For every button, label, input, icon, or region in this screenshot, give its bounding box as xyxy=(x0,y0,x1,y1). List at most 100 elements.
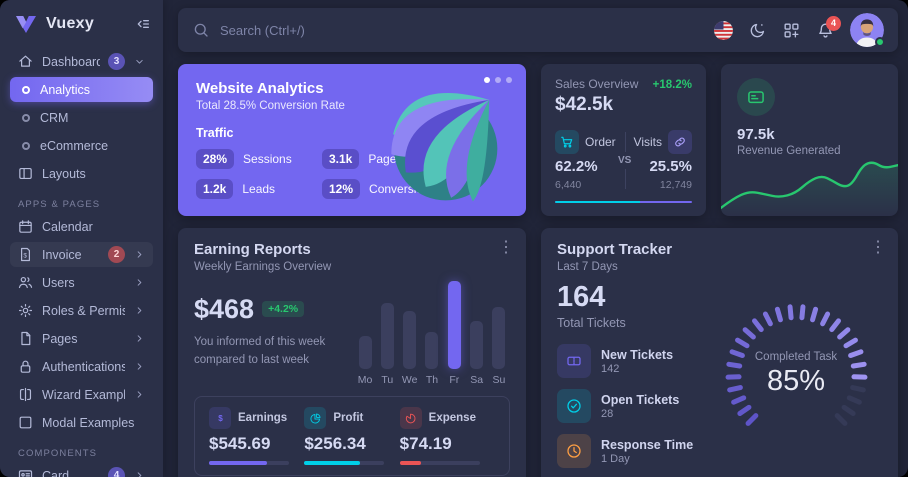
gauge-tick xyxy=(850,373,868,380)
check-circle-icon xyxy=(557,389,591,423)
kebab-menu-icon[interactable]: ⋮ xyxy=(498,239,514,256)
breakdown-label: Profit xyxy=(333,412,364,424)
card-icon xyxy=(17,467,34,477)
weekly-earnings-bar-chart: Mo Tu We Th Fr Sa Su xyxy=(344,277,510,386)
support-stat-new-tickets: New Tickets 142 xyxy=(557,344,707,378)
ticket-stats-list: New Tickets 142 Open Tickets 28 Response Tim… xyxy=(557,344,707,468)
language-flag-icon[interactable] xyxy=(714,20,733,40)
theme-moon-icon[interactable] xyxy=(748,21,767,40)
bar xyxy=(447,281,461,369)
sidebar-collapse-icon[interactable] xyxy=(135,16,151,32)
search-icon xyxy=(194,23,208,37)
sidebar-item-label: Wizard Examples xyxy=(42,387,125,402)
sidebar-item-pages[interactable]: Pages xyxy=(10,326,153,351)
sidebar-item-ecommerce[interactable]: eCommerce xyxy=(10,133,153,158)
bar xyxy=(403,310,417,369)
sidebar-section-components: COMPONENTS xyxy=(18,448,98,459)
sidebar: Vuexy Dashboard 3 Analytics CRM eCommerce Lay… xyxy=(0,0,163,477)
sales-total: $42.5k xyxy=(555,94,614,115)
sidebar-item-calendar[interactable]: Calendar xyxy=(10,214,153,239)
bullet-icon xyxy=(22,141,30,150)
bar-we: We xyxy=(402,281,417,386)
bar xyxy=(492,307,506,369)
stat-value: 28% xyxy=(196,149,235,169)
sidebar-item-label: Modal Examples xyxy=(42,415,135,430)
bar-th: Th xyxy=(425,281,439,386)
breakdown-value: $74.19 xyxy=(399,434,452,453)
order-stat: Order 62.2% 6,440 xyxy=(555,130,616,191)
credit-card-icon xyxy=(737,78,775,116)
stat-value: 3.1k xyxy=(322,149,360,169)
svg-text:$: $ xyxy=(23,252,27,259)
bar-axis-label: Su xyxy=(492,374,506,386)
sidebar-item-roles-permissions[interactable]: Roles & Permissions xyxy=(10,298,153,323)
carousel-dots xyxy=(484,77,512,83)
notifications-bell-icon[interactable]: 4 xyxy=(816,15,841,40)
stat-value: 12% xyxy=(322,179,361,199)
visits-stat: Visits 25.5% 12,749 xyxy=(634,130,692,191)
search-input[interactable] xyxy=(220,22,520,38)
carousel-dot[interactable] xyxy=(506,77,512,83)
sidebar-item-users[interactable]: Users xyxy=(10,270,153,295)
bar-axis-label: Fr xyxy=(449,374,460,386)
sidebar-item-authentications[interactable]: Authentications xyxy=(10,354,153,379)
user-avatar[interactable] xyxy=(850,13,885,47)
order-count: 6,440 xyxy=(555,179,582,191)
chevron-right-icon xyxy=(133,469,146,477)
sidebar-item-label: Roles & Permissions xyxy=(42,303,125,318)
breakdown-earnings: $ Earnings $545.69 xyxy=(209,407,304,465)
sidebar-item-label: Dashboard xyxy=(42,54,100,69)
breakdown-expense: Expense $74.19 xyxy=(399,407,495,465)
sidebar-item-wizard-examples[interactable]: Wizard Examples xyxy=(10,382,153,407)
bar-axis-label: Sa xyxy=(470,374,484,386)
carousel-dot[interactable] xyxy=(495,77,501,83)
pie-icon xyxy=(304,407,327,429)
revenue-label: Revenue Generated xyxy=(737,145,841,157)
support-stat-label: Response Time xyxy=(601,437,694,452)
total-tickets-value: 164 xyxy=(557,281,606,313)
support-tracker-title: Support Tracker xyxy=(557,241,673,258)
sidebar-item-crm[interactable]: CRM xyxy=(10,105,153,130)
earning-amount: $468 xyxy=(194,293,255,324)
sales-progress-fill xyxy=(555,201,640,203)
chevron-right-icon xyxy=(133,332,146,345)
ticket-icon xyxy=(557,344,591,378)
revenue-generated-card: 97.5k Revenue Generated xyxy=(721,64,898,216)
sidebar-item-analytics[interactable]: Analytics xyxy=(10,77,153,102)
users-icon xyxy=(17,274,34,291)
carousel-dot[interactable] xyxy=(484,77,490,83)
sidebar-item-label: Authentications xyxy=(42,359,125,374)
sales-overview-card: Sales Overview +18.2% $42.5k Order 62.2%… xyxy=(541,64,706,216)
search-bar[interactable] xyxy=(192,21,714,39)
sidebar-item-card[interactable]: Card 4 xyxy=(10,463,153,477)
sidebar-item-dashboard[interactable]: Dashboard 3 xyxy=(10,49,153,74)
vs-divider: VS xyxy=(616,130,634,191)
sidebar-item-invoice[interactable]: $ Invoice 2 xyxy=(10,242,153,267)
link-icon xyxy=(668,130,692,154)
main-area: 4 Website Analytics Total 28.5% Conversi… xyxy=(163,0,908,477)
earning-note: You informed of this week compared to la… xyxy=(194,335,326,366)
cart-icon xyxy=(555,130,579,154)
kebab-menu-icon[interactable]: ⋮ xyxy=(870,239,886,256)
website-analytics-title: Website Analytics xyxy=(196,80,324,97)
gear-icon xyxy=(17,302,34,319)
notification-badge: 4 xyxy=(826,15,841,31)
support-stat-open-tickets: Open Tickets 28 xyxy=(557,389,707,423)
gauge-tick xyxy=(724,373,742,380)
sidebar-item-modal-examples[interactable]: Modal Examples xyxy=(10,410,153,435)
earning-reports-title: Earning Reports xyxy=(194,241,311,258)
breakdown-profit: Profit $256.34 xyxy=(304,407,399,465)
visits-pct: 25.5% xyxy=(649,158,692,175)
chevron-right-icon xyxy=(133,360,146,373)
support-stat-label: Open Tickets xyxy=(601,392,680,407)
sidebar-item-layouts[interactable]: Layouts xyxy=(10,161,153,186)
wizard-icon xyxy=(17,386,34,403)
shortcuts-grid-icon[interactable] xyxy=(782,21,801,40)
breakdown-value: $256.34 xyxy=(304,434,366,453)
earnings-breakdown-panel: $ Earnings $545.69 Profit $256.34 Expense $74.… xyxy=(194,396,510,476)
top-navbar: 4 xyxy=(178,8,898,52)
brand-name: Vuexy xyxy=(46,15,95,32)
traffic-stat-sessions: 28% Sessions xyxy=(196,149,314,169)
support-stat-response-time: Response Time 1 Day xyxy=(557,434,707,468)
breakdown-progress xyxy=(399,461,480,465)
